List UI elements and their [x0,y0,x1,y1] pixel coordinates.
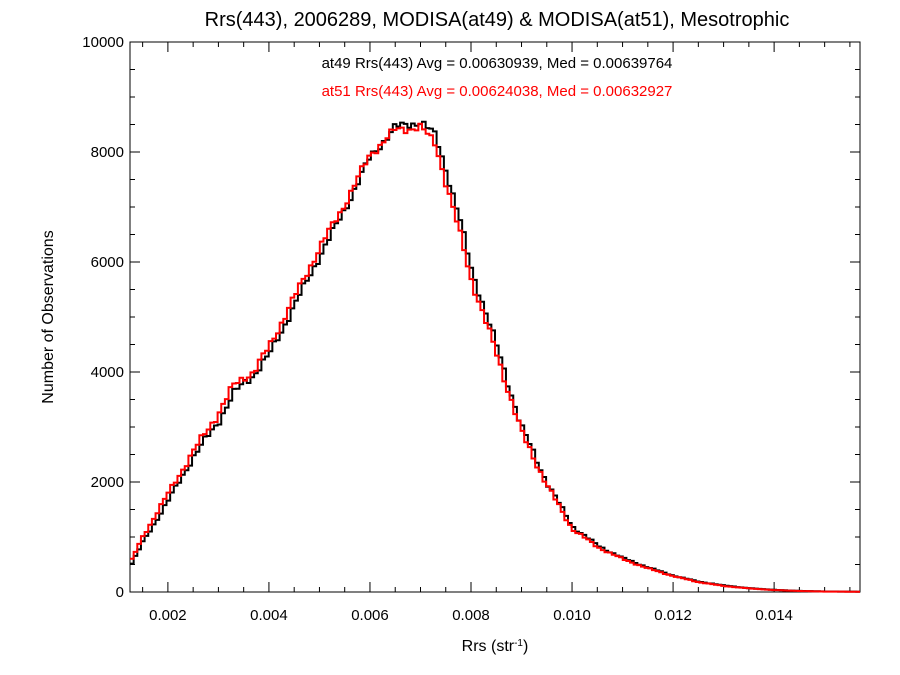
series-line-at51 [130,122,860,593]
x-axis-label-main: Rrs (str [462,638,515,655]
plot-frame [129,41,861,593]
y-tick-label: 0 [116,584,124,601]
y-axis-label: Number of Observations [40,230,57,403]
series-line-at49 [130,120,860,593]
x-axis-label-close: ) [523,638,528,655]
y-tick-label: 4000 [91,364,124,381]
y-axis: 0 2000 4000 6000 8000 10000 [82,34,860,601]
x-tick-label: 0.010 [553,607,591,624]
annotations: at49 Rrs(443) Avg = 0.00630939, Med = 0.… [322,55,673,100]
series-group [130,120,860,593]
x-tick-label: 0.014 [755,607,793,624]
x-axis-label-sup: -1 [514,638,523,649]
x-tick-label: 0.008 [452,607,490,624]
x-axis-label: Rrs (str-1) [462,638,529,656]
x-tick-label: 0.002 [149,607,187,624]
annotation-at49: at49 Rrs(443) Avg = 0.00630939, Med = 0.… [322,55,673,72]
x-tick-label: 0.004 [250,607,288,624]
y-tick-label: 6000 [91,254,124,271]
y-tick-label: 2000 [91,474,124,491]
x-axis: 0.002 0.004 0.006 0.008 0.010 0.012 0.014 [142,42,851,624]
y-tick-label: 10000 [82,34,124,51]
annotation-at51: at51 Rrs(443) Avg = 0.00624038, Med = 0.… [322,83,673,100]
x-tick-label: 0.012 [654,607,692,624]
x-tick-label: 0.006 [351,607,389,624]
chart-title: Rrs(443), 2006289, MODISA(at49) & MODISA… [205,9,790,31]
y-tick-label: 8000 [91,144,124,161]
